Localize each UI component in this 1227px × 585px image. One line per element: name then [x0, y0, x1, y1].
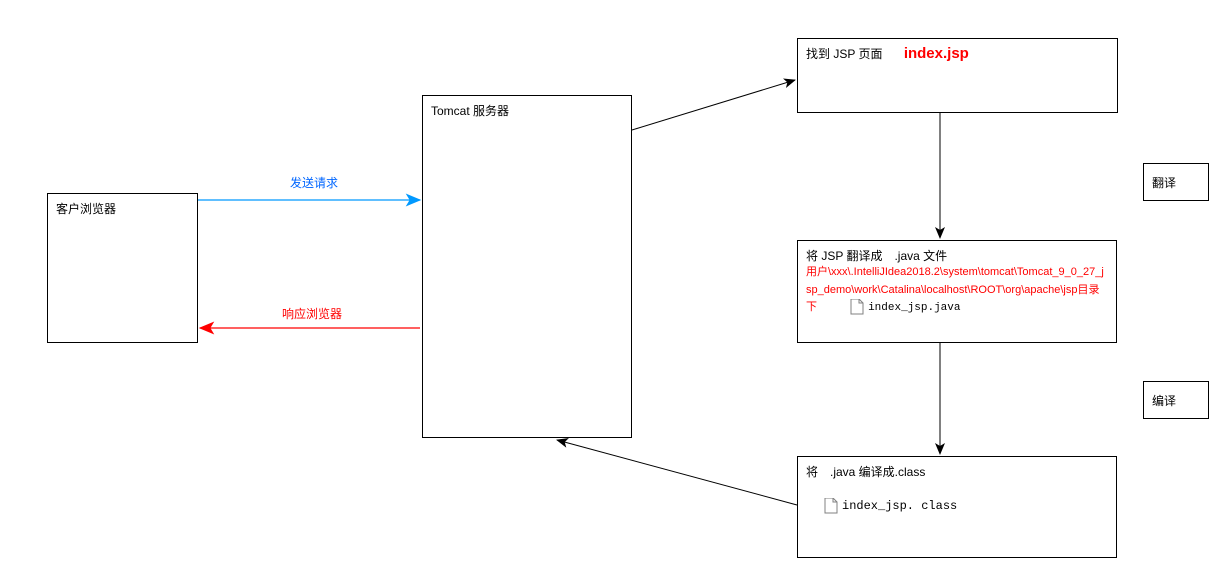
respond-label: 响应浏览器 — [282, 305, 342, 322]
java-to-class-box: 将 .java 编译成.class index_jsp. class — [797, 456, 1117, 558]
jsp-page-filename: index.jsp — [904, 45, 969, 62]
jsp-to-java-box: 将 JSP 翻译成 .java 文件 用户\xxx\.IntelliJIdea2… — [797, 240, 1117, 343]
jsp-to-java-path: 用户\xxx\.IntelliJIdea2018.2\system\tomcat… — [806, 264, 1108, 318]
tomcat-server-label: Tomcat 服务器 — [431, 104, 509, 118]
file-icon — [824, 498, 838, 514]
translate-label: 翻译 — [1152, 174, 1176, 191]
java-to-class-title: 将 .java 编译成.class — [806, 463, 1108, 480]
send-request-label: 发送请求 — [290, 174, 338, 191]
client-browser-label: 客户浏览器 — [56, 202, 116, 216]
file-icon — [850, 299, 864, 315]
tomcat-server-box: Tomcat 服务器 — [422, 95, 632, 438]
compile-label: 编译 — [1152, 392, 1176, 409]
jsp-to-java-filename: index_jsp.java — [868, 302, 960, 314]
translate-box: 翻译 — [1143, 163, 1209, 201]
compile-box: 编译 — [1143, 381, 1209, 419]
jsp-page-box: 找到 JSP 页面 index.jsp — [797, 38, 1118, 113]
jsp-page-title: 找到 JSP 页面 — [806, 47, 882, 61]
edge-class-to-tomcat — [557, 440, 797, 505]
client-browser-box: 客户浏览器 — [47, 193, 198, 343]
jsp-to-java-title: 将 JSP 翻译成 .java 文件 — [806, 247, 1108, 264]
java-to-class-filename: index_jsp. class — [842, 499, 957, 513]
edge-tomcat-to-jsp — [632, 80, 795, 130]
